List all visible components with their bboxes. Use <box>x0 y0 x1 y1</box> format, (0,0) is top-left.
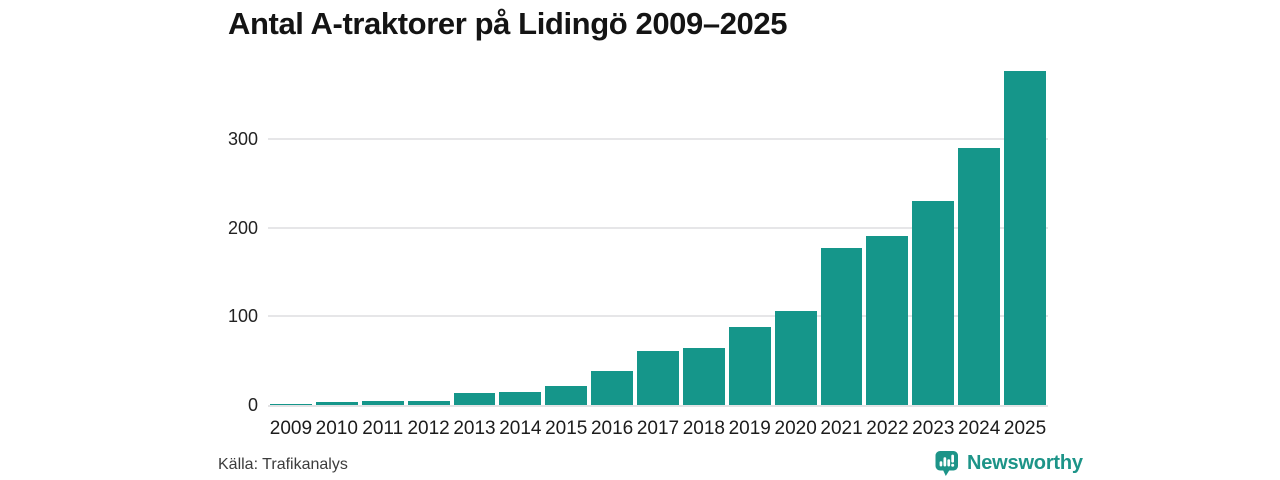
x-axis-tick-label: 2022 <box>866 418 909 439</box>
bar-2011 <box>361 401 404 405</box>
bar-2025 <box>1004 70 1046 405</box>
source-note: Källa: Trafikanalys <box>218 456 348 473</box>
y-axis-tick-label: 0 <box>247 395 258 415</box>
x-axis-baseline <box>268 405 1048 407</box>
x-axis-tick-label: 2025 <box>1003 418 1047 439</box>
bar-2024 <box>958 147 1001 405</box>
bar-2013 <box>453 393 496 405</box>
bar-2023 <box>912 201 955 405</box>
x-axis-tick-label: 2024 <box>958 418 1001 439</box>
bar-2019 <box>728 326 771 405</box>
x-axis-tick-label: 2010 <box>315 418 358 439</box>
bar-2020 <box>774 311 817 405</box>
x-axis-tick-label: 2020 <box>774 418 817 439</box>
x-axis-tick-label: 2013 <box>453 418 496 439</box>
x-axis-tick-label: 2017 <box>636 418 680 439</box>
bar-2018 <box>682 348 725 405</box>
x-axis-tick-label: 2014 <box>499 418 542 439</box>
x-axis-tick-label: 2015 <box>545 418 588 439</box>
x-axis-tick-label: 2009 <box>269 418 313 439</box>
plot-area: 0 100 200 300 2009 2010 2011 2012 2013 2014 2015 20… <box>228 60 1048 438</box>
y-gridline <box>268 315 1048 318</box>
x-axis-tick-label: 2011 <box>362 418 404 439</box>
y-axis-tick-label: 300 <box>227 128 258 149</box>
x-axis-tick-label: 2023 <box>912 418 955 439</box>
newsworthy-logo: Newsworthy <box>934 450 1083 477</box>
x-axis-tick-label: 2018 <box>682 418 726 439</box>
y-axis-tick-label: 200 <box>227 217 258 238</box>
bar-2017 <box>637 350 679 405</box>
bar-2016 <box>591 371 634 405</box>
bar-2015 <box>545 385 588 405</box>
x-axis-tick-label: 2012 <box>407 418 450 439</box>
bar-2022 <box>866 235 909 405</box>
chart-title: Antal A-traktorer på Lidingö 2009–2025 <box>228 6 788 41</box>
y-gridline <box>268 226 1048 229</box>
y-gridline <box>268 137 1048 140</box>
y-axis-tick-label: 100 <box>227 306 258 327</box>
x-axis-tick-label: 2021 <box>820 418 863 439</box>
x-axis-tick-label: 2019 <box>728 418 771 439</box>
bar-2009 <box>270 404 312 405</box>
bar-2010 <box>315 402 358 405</box>
newsworthy-bubble-chart-icon <box>934 450 960 477</box>
brand-label: Newsworthy <box>967 452 1083 474</box>
x-axis-tick-label: 2016 <box>590 418 634 439</box>
bar-2014 <box>499 391 542 405</box>
bar-2012 <box>407 401 450 405</box>
bar-2021 <box>820 248 863 405</box>
